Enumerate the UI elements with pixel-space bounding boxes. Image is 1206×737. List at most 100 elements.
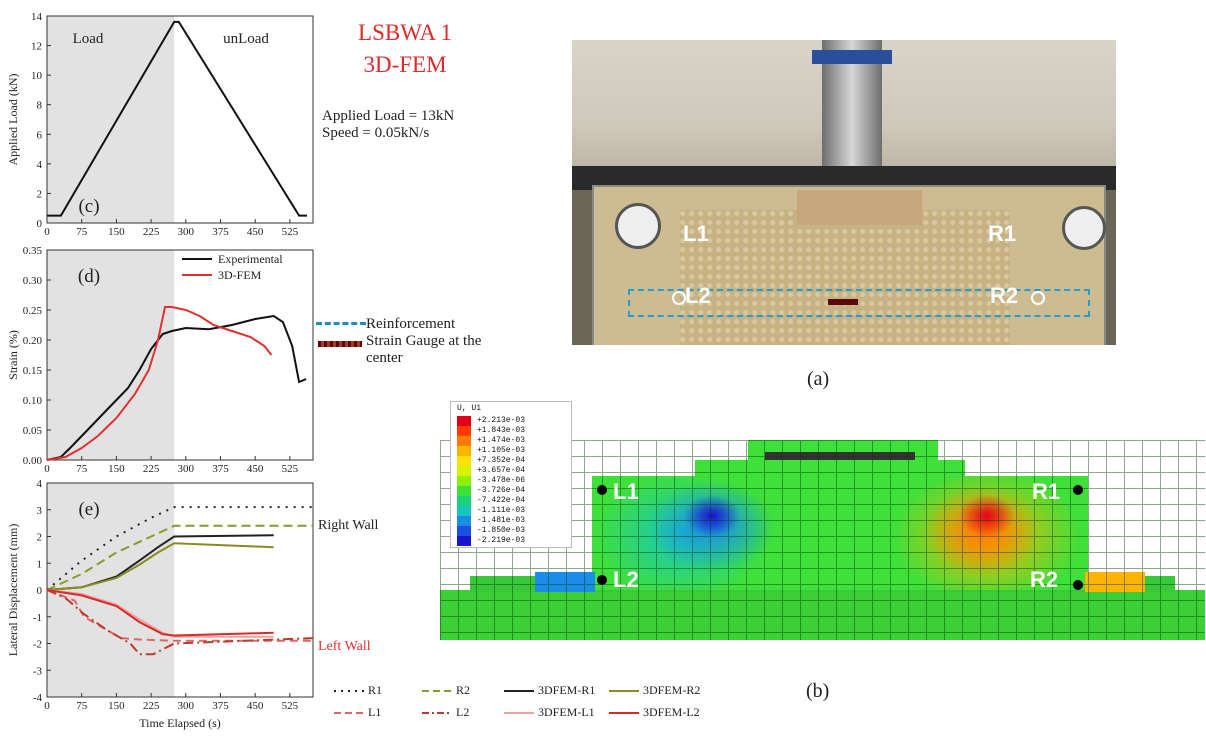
fem-label-l2: L2 — [613, 567, 639, 592]
region-label-unload: unLoad — [223, 31, 269, 47]
x-tick-label: 225 — [143, 463, 160, 475]
fem-r2-point-icon — [1073, 580, 1083, 590]
legend-line-icon — [504, 690, 534, 692]
x-tick-label: 0 — [44, 463, 50, 475]
photo-label-r2: R2 — [990, 283, 1019, 308]
region-label-left-wall: Left Wall — [318, 639, 371, 654]
region-label-load: Load — [73, 31, 104, 47]
fem-caption: (b) — [806, 680, 830, 702]
y-tick-label: 1 — [37, 558, 43, 570]
y-tick-label: 0.05 — [23, 425, 43, 437]
reinforcement-label: Reinforcement — [366, 316, 456, 332]
legend-line-icon — [334, 690, 364, 692]
legend-line-icon — [609, 712, 639, 714]
reinforcement-line-icon — [316, 322, 366, 328]
plot-frame — [46, 15, 314, 224]
fem-r1-point-icon — [1073, 485, 1083, 495]
legend-label: R1 — [368, 683, 383, 697]
x-tick-label: 525 — [282, 463, 299, 475]
y-tick-label: 8 — [37, 100, 43, 112]
photo-label-l1: L1 — [683, 221, 709, 246]
legend-label: 3DFEM-R2 — [643, 683, 701, 697]
param-load: Applied Load = 13kN — [322, 108, 455, 124]
contour-value: +1.843e-03 — [477, 426, 526, 435]
l2-point-icon — [672, 291, 686, 305]
contour-value: -2.219e-03 — [477, 536, 526, 545]
fem-left-step — [535, 572, 595, 592]
fem-l1-point-icon — [597, 485, 607, 495]
title-line1: LSBWA 1 — [358, 20, 452, 45]
series-line — [46, 589, 274, 638]
y-tick-label: 3 — [37, 505, 43, 517]
y-tick-label: -2 — [33, 639, 42, 651]
fem-plate-gap — [765, 452, 915, 460]
x-tick-label: 525 — [282, 700, 299, 712]
x-tick-label: 375 — [212, 226, 229, 238]
x-tick-label: 75 — [76, 700, 88, 712]
x-tick-label: 150 — [108, 463, 125, 475]
contour-value: +7.352e-04 — [477, 456, 526, 465]
series-line — [46, 589, 274, 637]
contour-swatch — [457, 456, 471, 466]
legend-label: 3DFEM-L2 — [643, 705, 700, 719]
y-tick-label: 2 — [37, 188, 43, 200]
x-tick-label: 75 — [76, 463, 88, 475]
series-line — [46, 589, 313, 642]
contour-swatch — [457, 506, 471, 516]
contour-value: +3.657e-04 — [477, 466, 526, 475]
photo-caption: (a) — [807, 368, 830, 390]
series-line — [46, 524, 313, 591]
contour-legend: U, U1 +2.213e-03 +1.843e-03 +1.474e-03 +1.1… — [450, 401, 572, 548]
param-speed: Speed = 0.05kN/s — [322, 125, 430, 141]
x-tick-label: 150 — [108, 226, 125, 238]
x-axis-label: Time Elapsed (s) — [139, 716, 221, 730]
x-tick-label: 0 — [44, 700, 50, 712]
legend-label: R2 — [456, 683, 471, 697]
title-line2: 3D-FEM — [363, 52, 447, 77]
contour-value: +2.213e-03 — [477, 416, 526, 425]
fem-footing — [695, 460, 965, 478]
y-tick-label: -4 — [33, 692, 43, 704]
fem-label-r2: R2 — [1030, 567, 1059, 592]
y-tick-label: 0 — [37, 585, 43, 597]
strain-gauge-label: Strain Gauge at the center — [366, 333, 482, 366]
fem-l2-point-icon — [597, 575, 607, 585]
y-tick-label: 10 — [31, 70, 43, 82]
x-tick-label: 375 — [212, 463, 229, 475]
contour-value: -3.726e-04 — [477, 486, 526, 495]
contour-value: -1.850e-03 — [477, 526, 526, 535]
contour-swatch — [457, 536, 471, 546]
x-tick-label: 75 — [76, 226, 88, 238]
shaded-region — [47, 483, 175, 697]
x-tick-label: 450 — [247, 700, 264, 712]
x-tick-label: 450 — [247, 226, 264, 238]
footing — [797, 190, 922, 225]
shaded-region — [47, 250, 175, 460]
fem-right-step — [1085, 572, 1145, 592]
y-tick-label: 4 — [37, 159, 43, 171]
contour-swatch — [457, 516, 471, 526]
test-setup-photo — [572, 40, 1116, 345]
series-line — [47, 20, 307, 217]
dial-gauge-right-icon — [1062, 206, 1106, 250]
y-axis-label: Strain (%) — [6, 330, 20, 380]
y-tick-label: 6 — [37, 129, 43, 141]
panel-label: (c) — [78, 196, 99, 217]
contour-swatch — [457, 466, 471, 476]
x-tick-label: 150 — [108, 700, 125, 712]
legend-label: L2 — [456, 705, 470, 719]
legend-label: 3DFEM-L1 — [538, 705, 595, 719]
y-axis-label: Applied Load (kN) — [6, 74, 20, 166]
series-line — [46, 314, 307, 461]
y-tick-label: 0.25 — [23, 305, 43, 317]
load-actuator — [822, 40, 882, 190]
region-label-right-wall: Right Wall — [318, 518, 379, 533]
contour-swatch — [457, 476, 471, 486]
x-tick-label: 300 — [178, 226, 195, 238]
y-tick-label: 0.20 — [23, 335, 43, 347]
contour-swatch — [457, 486, 471, 496]
fem-main-block — [592, 476, 1088, 590]
contour-swatch — [457, 446, 471, 456]
contour-swatch — [457, 496, 471, 506]
y-tick-label: 0.35 — [23, 245, 43, 257]
